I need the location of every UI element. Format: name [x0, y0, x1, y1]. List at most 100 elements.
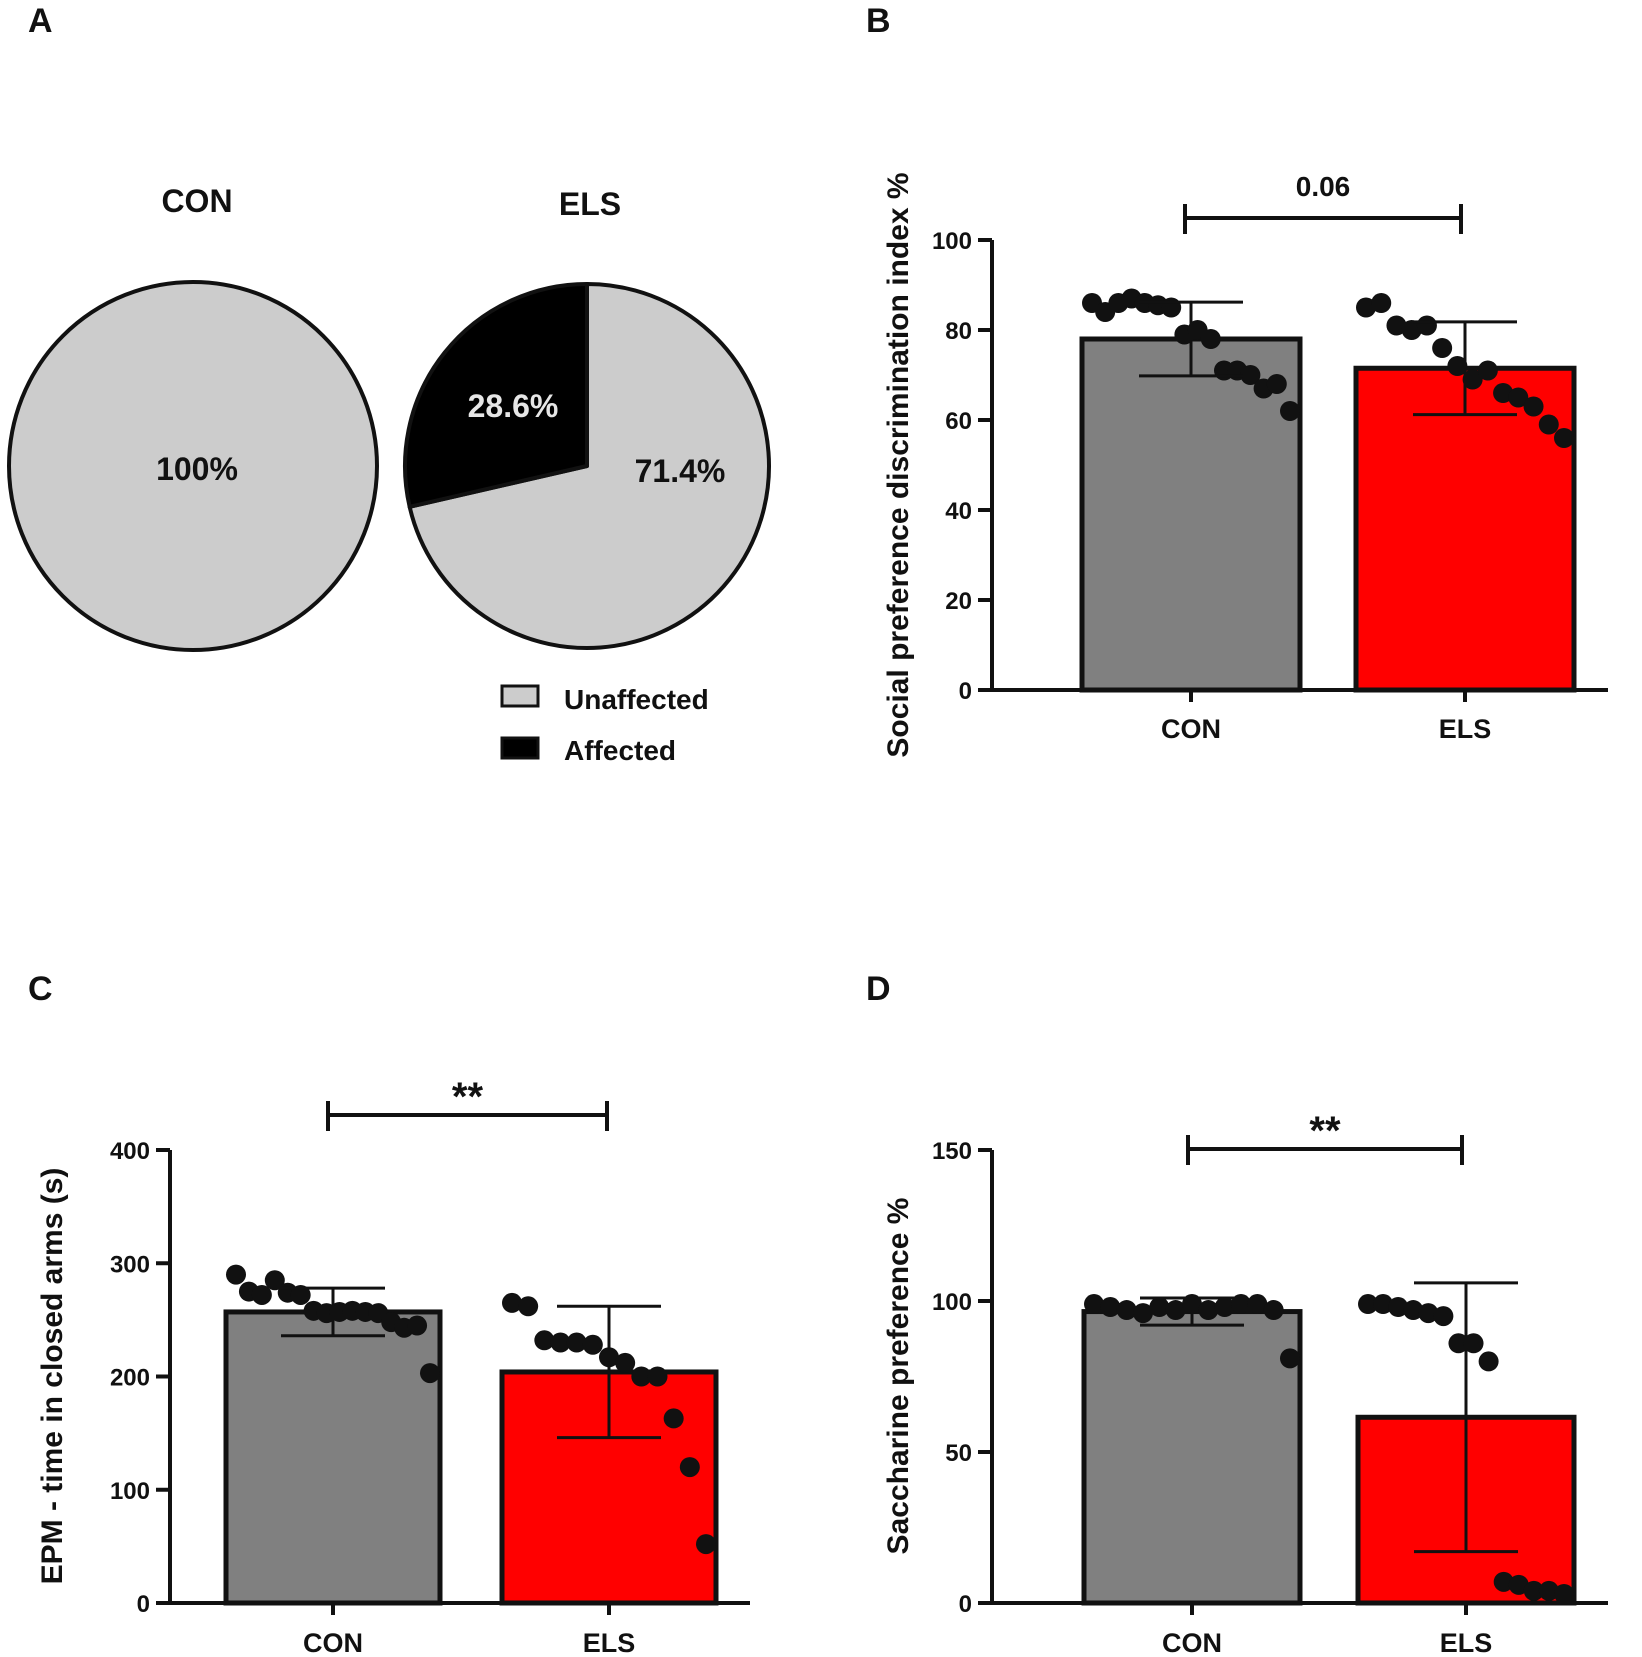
c-point-els	[550, 1332, 571, 1353]
d-point-con	[1280, 1348, 1300, 1369]
b-point-els	[1508, 387, 1529, 408]
legend-unaffected-swatch	[500, 684, 540, 708]
c-point-els	[631, 1366, 652, 1387]
b-point-els	[1371, 293, 1392, 313]
b-point-con	[1161, 297, 1182, 318]
panel-d-bar-chart: 0 50 100 150 CON ELS Saccharine preference % **	[882, 1109, 1608, 1657]
legend-affected-swatch	[500, 736, 540, 760]
b-point-con	[1280, 401, 1300, 421]
c-category-label-con: CON	[303, 1628, 363, 1657]
d-errorbar-con	[1140, 1296, 1244, 1327]
c-point-els	[647, 1366, 668, 1387]
c-point-els	[615, 1352, 636, 1373]
d-point-els	[1508, 1574, 1529, 1595]
d-category-label-con: CON	[1162, 1628, 1222, 1657]
b-point-con	[1200, 329, 1221, 349]
panel-label-b: B	[866, 2, 891, 40]
panel-a-pies: CON ELS 100% 71.4% 28.6% Unaffected Affe…	[7, 183, 771, 766]
panel-label-d: D	[866, 970, 891, 1008]
pie-con-unaffected-label: 100%	[156, 451, 238, 487]
c-point-els	[566, 1332, 587, 1353]
b-point-els	[1538, 414, 1559, 435]
b-point-els	[1554, 428, 1574, 448]
d-y-tick-label: 100	[932, 1289, 972, 1316]
c-point-els	[679, 1457, 700, 1478]
d-point-con	[1165, 1300, 1186, 1321]
c-point-con	[226, 1264, 246, 1285]
d-point-els	[1418, 1303, 1439, 1324]
c-significance-label: **	[452, 1075, 484, 1119]
d-y-tick-label: 0	[959, 1591, 972, 1618]
b-y-tick-label: 100	[932, 228, 972, 255]
d-category-label-els: ELS	[1440, 1628, 1493, 1657]
c-point-els	[663, 1408, 684, 1429]
c-point-els	[518, 1296, 539, 1317]
panel-c-bar-chart: 0 100 200 300 400 CON ELS EPM - time in closed …	[36, 1075, 750, 1657]
b-y-tick-label: 20	[945, 588, 972, 615]
b-point-els	[1462, 369, 1483, 390]
c-significance-bracket: **	[326, 1075, 609, 1131]
c-y-tick-label: 300	[110, 1251, 150, 1278]
c-point-els	[502, 1292, 522, 1313]
pie-els-unaffected-slice	[407, 282, 771, 650]
d-point-els	[1478, 1351, 1499, 1372]
b-y-tick-label: 60	[945, 408, 972, 435]
d-significance-label: **	[1309, 1109, 1341, 1153]
d-point-els	[1523, 1580, 1544, 1601]
d-errorbar-els	[1414, 1281, 1518, 1554]
d-point-con	[1247, 1294, 1268, 1315]
pie-els-unaffected-label: 71.4%	[635, 453, 726, 489]
d-point-con	[1198, 1300, 1219, 1321]
b-errorbar-con	[1139, 300, 1243, 378]
b-point-con	[1266, 374, 1287, 394]
c-category-label-els: ELS	[583, 1628, 636, 1657]
b-category-label-els: ELS	[1439, 714, 1492, 744]
d-point-els	[1463, 1333, 1484, 1354]
d-point-els	[1448, 1333, 1469, 1354]
d-point-con	[1263, 1300, 1284, 1321]
d-y-axis-title: Saccharine preference %	[882, 1198, 915, 1555]
d-y-tick-label: 150	[932, 1138, 972, 1165]
b-point-els	[1386, 315, 1407, 336]
d-significance-bracket: **	[1186, 1109, 1464, 1165]
b-y-tick-label: 40	[945, 498, 972, 525]
pie-con-title: CON	[161, 183, 232, 219]
c-y-tick-label: 100	[110, 1478, 150, 1505]
b-point-els	[1447, 356, 1468, 376]
b-point-con	[1240, 365, 1261, 385]
pie-els-affected-label: 28.6%	[468, 388, 559, 424]
c-errorbar-els	[557, 1304, 661, 1440]
d-point-els	[1554, 1583, 1574, 1604]
d-point-con	[1133, 1303, 1153, 1324]
d-point-els	[1538, 1580, 1559, 1601]
d-point-els	[1433, 1306, 1454, 1327]
b-point-els	[1401, 320, 1422, 340]
b-errorbar-els	[1413, 320, 1517, 417]
b-significance-bracket: 0.06	[1183, 171, 1463, 234]
d-point-con	[1149, 1297, 1170, 1318]
legend-affected-label: Affected	[564, 735, 676, 766]
d-y-tick-label: 50	[945, 1440, 972, 1467]
b-y-tick-label: 0	[959, 678, 972, 705]
c-point-con	[264, 1270, 285, 1291]
d-point-con	[1100, 1297, 1121, 1318]
c-point-els	[696, 1534, 716, 1555]
legend-unaffected-label: Unaffected	[564, 684, 709, 715]
pie-con-unaffected-slice	[7, 280, 379, 652]
b-bar-els	[1353, 365, 1577, 693]
b-y-axis-title: Social preference discrimination index %	[882, 172, 915, 757]
panel-label-a: A	[28, 2, 53, 40]
c-y-tick-label: 200	[110, 1365, 150, 1392]
c-point-els	[582, 1334, 603, 1355]
b-point-els	[1432, 338, 1453, 358]
pie-els-title: ELS	[559, 186, 621, 222]
d-point-con	[1084, 1294, 1104, 1315]
d-point-con	[1214, 1297, 1235, 1318]
d-point-els	[1373, 1294, 1394, 1315]
panel-b-bar-chart: 0 20 40 60 80 100 CON ELS Social preference disc…	[882, 171, 1608, 758]
b-point-els	[1477, 360, 1498, 381]
b-significance-label: 0.06	[1296, 171, 1351, 202]
b-point-els	[1523, 396, 1544, 417]
b-point-els	[1416, 315, 1437, 336]
b-category-label-con: CON	[1161, 714, 1221, 744]
